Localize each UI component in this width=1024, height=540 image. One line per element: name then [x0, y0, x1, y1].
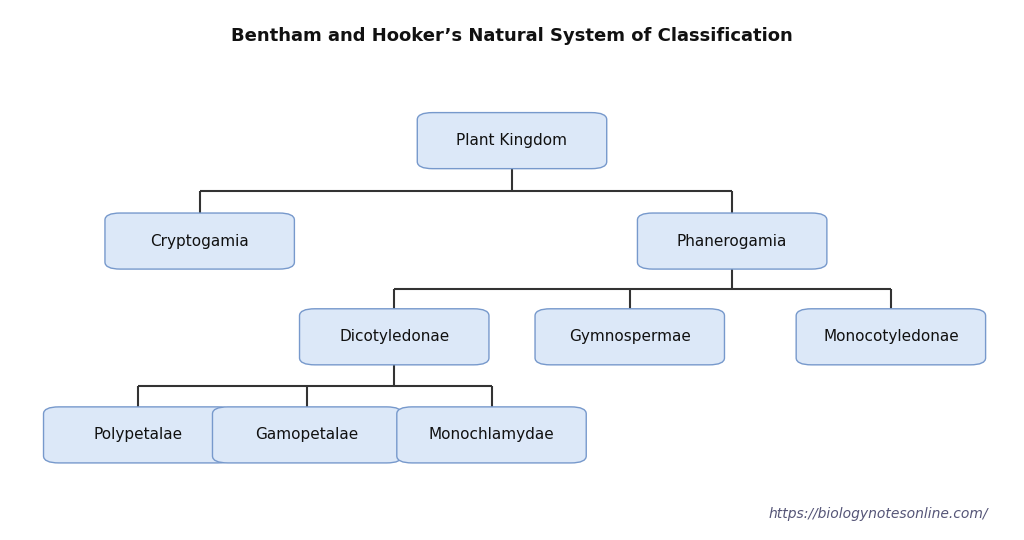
- FancyBboxPatch shape: [212, 407, 401, 463]
- FancyBboxPatch shape: [797, 309, 985, 365]
- FancyBboxPatch shape: [535, 309, 725, 365]
- FancyBboxPatch shape: [637, 213, 826, 269]
- Text: Monochlamydae: Monochlamydae: [429, 427, 554, 442]
- FancyBboxPatch shape: [396, 407, 586, 463]
- Text: Phanerogamia: Phanerogamia: [677, 234, 787, 248]
- FancyBboxPatch shape: [105, 213, 295, 269]
- Text: Plant Kingdom: Plant Kingdom: [457, 133, 567, 148]
- FancyBboxPatch shape: [44, 407, 233, 463]
- Text: Monocotyledonae: Monocotyledonae: [823, 329, 958, 345]
- FancyBboxPatch shape: [418, 113, 606, 168]
- Text: Polypetalae: Polypetalae: [93, 427, 183, 442]
- Text: Bentham and Hooker’s Natural System of Classification: Bentham and Hooker’s Natural System of C…: [231, 28, 793, 45]
- FancyBboxPatch shape: [299, 309, 489, 365]
- Text: Gamopetalae: Gamopetalae: [256, 427, 358, 442]
- Text: Dicotyledonae: Dicotyledonae: [339, 329, 450, 345]
- Text: https://biologynotesonline.com/: https://biologynotesonline.com/: [769, 507, 988, 521]
- Text: Cryptogamia: Cryptogamia: [151, 234, 249, 248]
- Text: Gymnospermae: Gymnospermae: [568, 329, 691, 345]
